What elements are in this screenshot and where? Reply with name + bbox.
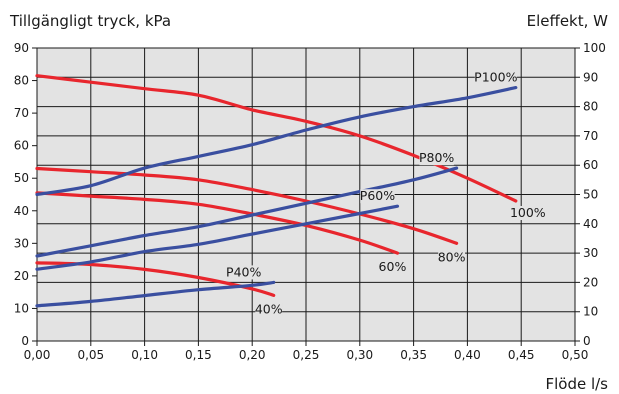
x-axis-title: Flöde l/s	[545, 375, 608, 393]
y-right-tick-label: 90	[583, 70, 598, 84]
y-right-tick-label: 20	[583, 275, 598, 289]
curves	[35, 74, 518, 308]
y-left-tick-label: 30	[14, 236, 29, 250]
y-left-tick-label: 60	[14, 139, 29, 153]
curve-label-p100-percent: P100%	[474, 70, 517, 85]
curve-label-bg	[379, 260, 406, 275]
curve-p100-percent	[35, 86, 518, 197]
y-left-tick-label: 0	[21, 334, 29, 348]
x-tick-label: 0,40	[454, 348, 481, 362]
curve-label-bg	[438, 250, 466, 265]
y-right-tick-label: 0	[583, 334, 591, 348]
curve-label-bg	[510, 206, 546, 221]
curve-label-p40-percent: P40%	[226, 264, 261, 279]
x-tick-label: 0,15	[185, 348, 212, 362]
y-left-tick-label: 90	[14, 41, 29, 55]
x-tick-label: 0,00	[24, 348, 51, 362]
y-left-tick-label: 10	[14, 301, 29, 315]
y-left-tick-label: 70	[14, 106, 29, 120]
curve-label-bg	[226, 265, 261, 280]
left-axis-title: Tillgängligt tryck, kPa	[9, 12, 171, 30]
curve-label-40-percent: 40%	[255, 301, 283, 316]
x-tick-label: 0,05	[77, 348, 104, 362]
y-right-tick-label: 60	[583, 158, 598, 172]
curve-label-bg	[255, 302, 283, 317]
x-tick-label: 0,50	[562, 348, 589, 362]
y-right-tick-label: 100	[583, 41, 606, 55]
curve-p40-percent	[35, 280, 276, 308]
curve-p80-percent	[35, 166, 459, 258]
y-right-tick-label: 10	[583, 305, 598, 319]
right-axis-title: Eleffekt, W	[527, 12, 609, 30]
curve-p60-percent	[35, 204, 400, 271]
y-left-tick-label: 80	[14, 74, 29, 88]
curve-60-percent	[35, 191, 400, 255]
y-left-tick-label: 20	[14, 269, 29, 283]
y-left-tick-label: 40	[14, 204, 29, 218]
curve-label-60-percent: 60%	[379, 259, 407, 274]
curve-label-bg	[474, 70, 517, 85]
x-tick-label: 0,35	[400, 348, 427, 362]
curve-label-p60-percent: P60%	[360, 188, 395, 203]
curve-100-percent	[35, 74, 518, 203]
y-left-tick-label: 50	[14, 171, 29, 185]
y-right-tick-label: 30	[583, 246, 598, 260]
curve-label-80-percent: 80%	[438, 249, 466, 264]
y-right-tick-label: 50	[583, 188, 598, 202]
x-tick-label: 0,10	[131, 348, 158, 362]
curve-label-p80-percent: P80%	[419, 150, 454, 165]
curve-label-bg	[419, 151, 454, 166]
x-tick-label: 0,25	[293, 348, 320, 362]
tick-labels: 0,00 0,05 0,10 0,15 0,20 0,25 0,30 0,35 0,40 0,45…	[14, 41, 606, 362]
curve-label-100-percent: 100%	[510, 205, 546, 220]
y-right-tick-label: 70	[583, 129, 598, 143]
x-tick-label: 0,45	[508, 348, 535, 362]
curve-label-bg	[360, 189, 395, 204]
curve-80-percent	[35, 166, 459, 245]
x-tick-label: 0,30	[346, 348, 373, 362]
curve-labels: 100% 80% 60% 40% P100% P80% P60% P40%	[226, 70, 546, 317]
x-tick-label: 0,20	[239, 348, 266, 362]
y-right-tick-label: 80	[583, 100, 598, 114]
y-right-tick-label: 40	[583, 217, 598, 231]
